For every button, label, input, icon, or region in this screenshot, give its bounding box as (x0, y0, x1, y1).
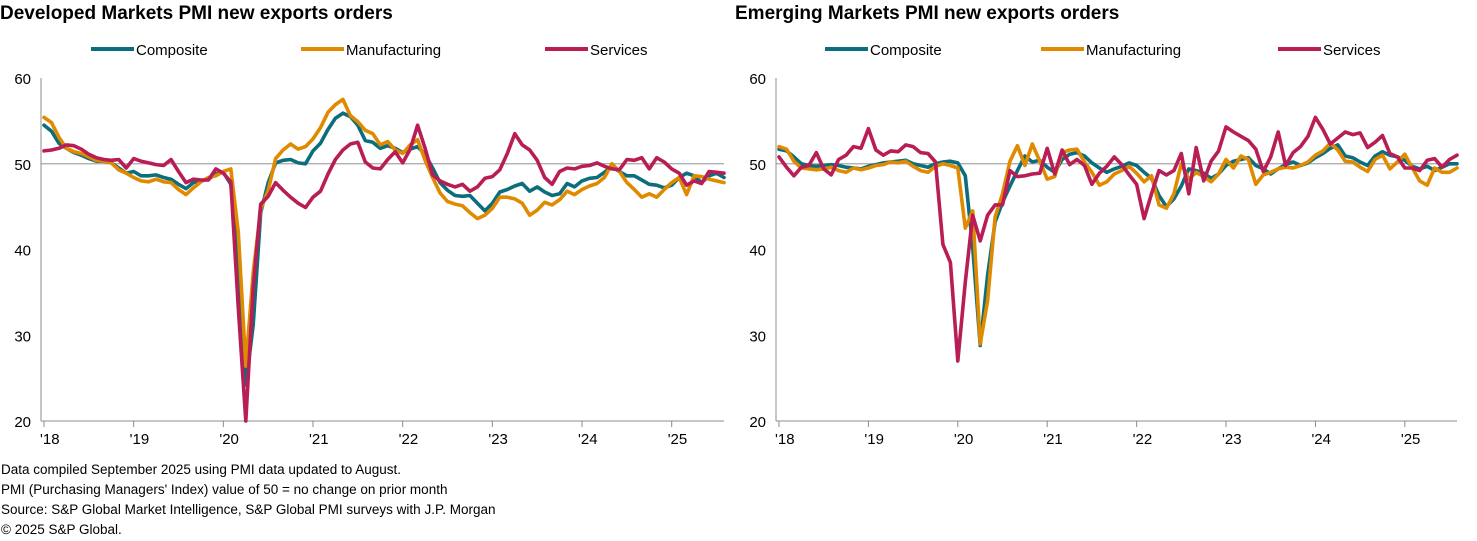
legend-label-services: Services (590, 42, 648, 59)
x-tick-label: '24 (578, 431, 598, 448)
footnote-data-compiled: Data compiled September 2025 using PMI d… (1, 462, 402, 477)
legend-item-composite: Composite (825, 42, 942, 59)
chart-panel-developed: Developed Markets PMI new exports orders… (0, 0, 730, 460)
x-tick-label: '18 (40, 431, 60, 448)
footnote-source: Source: S&P Global Market Intelligence, … (1, 502, 496, 517)
legend-label-composite: Composite (870, 42, 942, 59)
legend-item-manufacturing: Manufacturing (1041, 42, 1181, 59)
y-tick-label: 40 (749, 243, 766, 260)
chart-title: Emerging Markets PMI new exports orders (735, 3, 1120, 24)
chart-panel-emerging: Emerging Markets PMI new exports orders … (735, 0, 1477, 460)
chart-plot-emerging: Composite Manufacturing Services 20 30 40 50 60… (749, 42, 1459, 448)
x-tick-label: '19 (864, 431, 884, 448)
x-tick-label: '22 (1133, 431, 1153, 448)
y-tick-label: 60 (14, 71, 31, 88)
legend-label-manufacturing: Manufacturing (1086, 42, 1181, 59)
chart-plot-developed: Composite Manufacturing Services 20 30 40 50 60… (14, 42, 726, 448)
series-line-services (777, 115, 1459, 363)
legend-item-services: Services (545, 42, 648, 59)
series-line-manufacturing (42, 97, 726, 368)
y-tick-label: 40 (14, 243, 31, 260)
legend-item-composite: Composite (91, 42, 208, 59)
y-tick-label: 60 (749, 71, 766, 88)
y-tick-label: 50 (749, 157, 766, 174)
x-tick-label: '21 (309, 431, 329, 448)
legend-item-manufacturing: Manufacturing (301, 42, 441, 59)
x-tick-label: '25 (668, 431, 688, 448)
x-tick-label: '24 (1311, 431, 1331, 448)
series-line-manufacturing (777, 141, 1459, 346)
y-tick-label: 30 (749, 328, 766, 345)
chart-title: Developed Markets PMI new exports orders (0, 3, 393, 24)
x-tick-label: '23 (1222, 431, 1242, 448)
footnote-copyright: © 2025 S&P Global. (1, 522, 122, 537)
y-tick-label: 50 (14, 157, 31, 174)
legend-label-composite: Composite (136, 42, 208, 59)
x-tick-label: '23 (488, 431, 508, 448)
x-tick-label: '22 (399, 431, 419, 448)
x-tick-label: '25 (1401, 431, 1421, 448)
footnote-pmi-definition: PMI (Purchasing Managers' Index) value o… (1, 482, 448, 497)
x-tick-label: '21 (1043, 431, 1063, 448)
x-tick-label: '18 (775, 431, 795, 448)
y-tick-label: 20 (14, 414, 31, 431)
series-line-services (42, 123, 726, 423)
series-line-composite (777, 143, 1459, 348)
x-tick-label: '19 (130, 431, 150, 448)
series-line-composite (42, 111, 726, 387)
y-tick-label: 20 (749, 414, 766, 431)
legend-item-services: Services (1278, 42, 1381, 59)
chart-footnotes: Data compiled September 2025 using PMI d… (1, 460, 495, 540)
legend-label-manufacturing: Manufacturing (346, 42, 441, 59)
x-tick-label: '20 (219, 431, 239, 448)
x-tick-label: '20 (954, 431, 974, 448)
legend-label-services: Services (1323, 42, 1381, 59)
y-tick-label: 30 (14, 328, 31, 345)
